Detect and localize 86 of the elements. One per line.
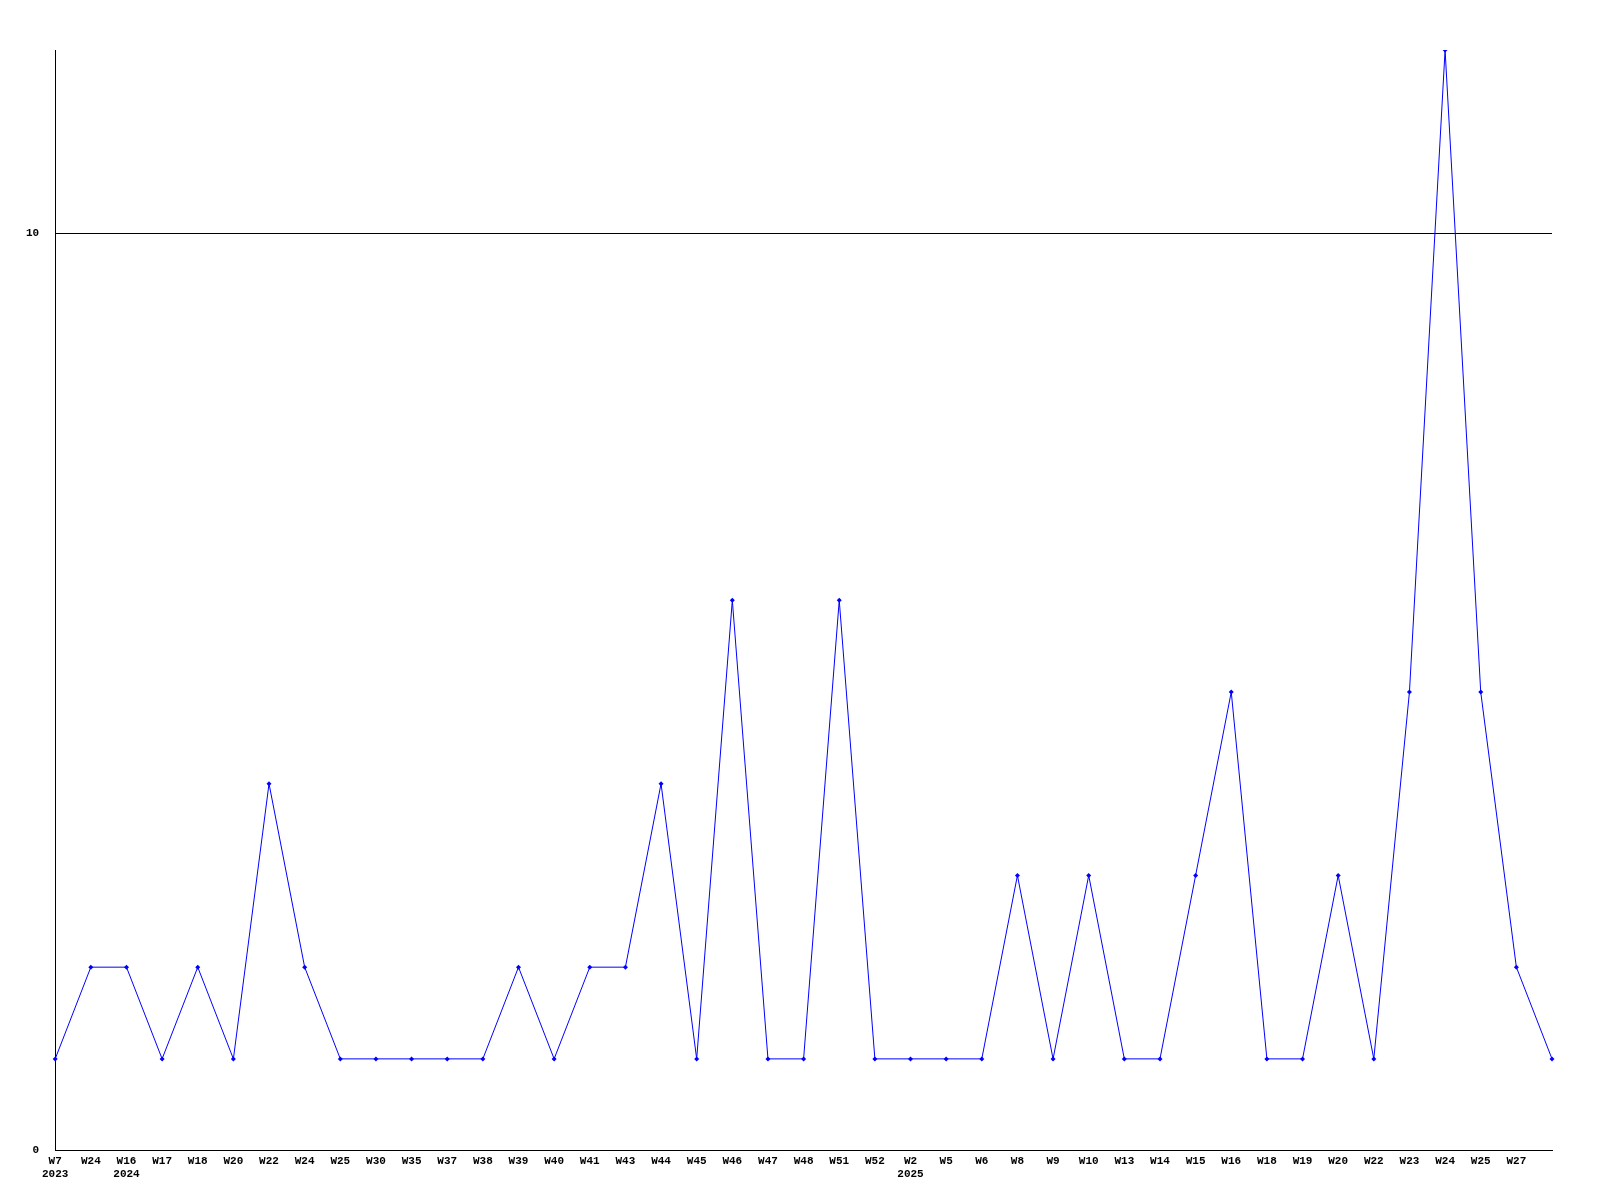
x-tick-label: W43 [615, 1154, 636, 1167]
x-tick-label: W40 [544, 1154, 565, 1167]
x-tick-label: W24 [294, 1154, 315, 1167]
y-tick-label: 10 [26, 227, 40, 240]
point [1228, 689, 1234, 695]
x-tick-label: W24 [80, 1154, 102, 1167]
x-tick-label: W27 [1506, 1154, 1527, 1167]
point [1335, 872, 1341, 878]
x-tick-label: W35 [401, 1154, 422, 1167]
point [1193, 872, 1199, 878]
point [908, 1056, 914, 1062]
point [658, 781, 664, 787]
x-tick-label: W19 [1292, 1154, 1313, 1167]
point [1478, 689, 1484, 695]
x-tick-label: W10 [1078, 1154, 1099, 1167]
x-tick-label: W7 2023 [42, 1154, 69, 1181]
x-tick-label: W16 2024 [113, 1154, 141, 1181]
point [195, 964, 201, 970]
x-tick-label: W22 [259, 1154, 279, 1167]
x-tick-label: W23 [1399, 1154, 1420, 1167]
x-tick-label: W17 [152, 1154, 173, 1167]
point [801, 1056, 807, 1062]
x-tick-label: W48 [793, 1154, 814, 1167]
x-tick-label: W2 2025 [897, 1154, 925, 1181]
point [1157, 1056, 1163, 1062]
point [88, 964, 94, 970]
point [337, 1056, 343, 1062]
point [1406, 689, 1412, 695]
point [302, 964, 308, 970]
point [1300, 1056, 1306, 1062]
point [587, 964, 593, 970]
x-tick-label: W44 [651, 1154, 672, 1167]
point [266, 781, 272, 787]
x-tick-label: W41 [579, 1154, 601, 1167]
point [979, 1056, 985, 1062]
point [444, 1056, 450, 1062]
point [52, 1056, 58, 1062]
point [1513, 964, 1519, 970]
y-tick-label: 0 [32, 1144, 40, 1157]
point [409, 1056, 415, 1062]
x-tick-label: W6 [975, 1154, 989, 1167]
x-tick-label: W22 [1363, 1154, 1384, 1167]
point [622, 964, 628, 970]
point [480, 1056, 486, 1062]
point [729, 597, 735, 603]
x-tick-label: W9 [1046, 1154, 1060, 1167]
point [1050, 1056, 1056, 1062]
point [373, 1056, 379, 1062]
x-tick-label: W8 [1010, 1154, 1025, 1167]
point [765, 1056, 771, 1062]
point [516, 964, 521, 970]
x-tick-label: W38 [472, 1154, 494, 1167]
x-tick-label: W52 [864, 1154, 885, 1167]
point [1371, 1056, 1377, 1062]
x-tick-label: W18 [187, 1154, 209, 1167]
point [1264, 1056, 1270, 1062]
point [551, 1056, 557, 1062]
x-tick-label: W51 [829, 1154, 850, 1167]
x-tick-label: W47 [758, 1154, 778, 1167]
point [872, 1056, 878, 1062]
point [836, 597, 842, 603]
x-tick-label: W45 [686, 1154, 707, 1167]
x-tick-label: W46 [722, 1154, 743, 1167]
x-tick-label: W37 [437, 1154, 458, 1167]
x-tick-label: W39 [508, 1154, 529, 1167]
x-tick-label: W25 [330, 1154, 351, 1167]
point [1121, 1056, 1127, 1062]
x-tick-label: W5 [939, 1154, 954, 1167]
point [1549, 1056, 1555, 1062]
point [1086, 872, 1092, 878]
point [230, 1056, 236, 1062]
point [1014, 872, 1020, 878]
x-tick-label: W30 [366, 1154, 386, 1167]
x-tick-label: W18 [1256, 1154, 1278, 1167]
x-tick-label: W15 [1185, 1154, 1206, 1167]
point [694, 1056, 700, 1062]
point [159, 1056, 165, 1062]
x-tick-label: W20 [223, 1154, 244, 1167]
x-tick-label: W16 [1221, 1154, 1242, 1167]
x-tick-label: W14 [1150, 1154, 1171, 1167]
point [123, 964, 129, 970]
x-tick-label: W20 [1328, 1154, 1349, 1167]
x-tick-label: W24 [1435, 1154, 1456, 1167]
x-tick-label: W13 [1114, 1154, 1135, 1167]
x-tick-label: W25 [1470, 1154, 1492, 1167]
point [943, 1056, 949, 1062]
